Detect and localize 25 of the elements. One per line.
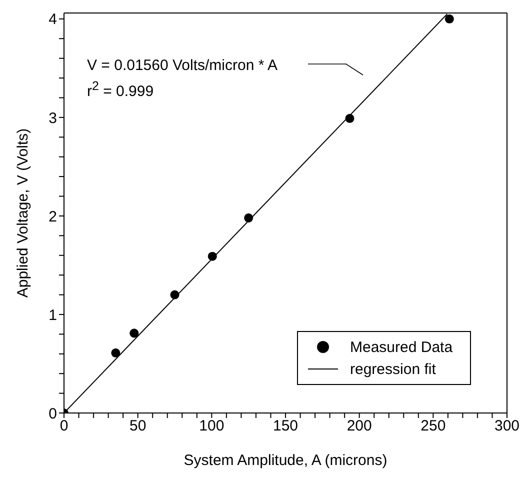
point — [244, 213, 254, 222]
y-tick-label: 4 — [48, 11, 57, 28]
annotation: r$^{2}$ = 0.999 — [87, 78, 155, 102]
x-tick-label: 250 — [420, 418, 446, 435]
y-axis-title: Applied Voltage, V (Volts) — [14, 128, 32, 298]
x-tick-label: 150 — [272, 418, 298, 435]
x-tick-label: 50 — [129, 418, 146, 435]
y-tick-label: 0 — [48, 405, 57, 422]
x-tick-label: 300 — [494, 418, 520, 435]
point — [345, 114, 354, 123]
x-tick-label: 200 — [346, 418, 372, 435]
y-tick-label: 2 — [48, 208, 57, 226]
point — [111, 348, 120, 358]
point — [208, 252, 217, 261]
y-tick-label: 3 — [48, 110, 57, 127]
point — [444, 14, 454, 24]
x-tick-label: 100 — [199, 418, 224, 435]
y-tick-label: 1 — [48, 306, 57, 324]
legend-label: Measured Data — [350, 338, 453, 356]
point — [170, 290, 180, 300]
point — [130, 328, 139, 338]
annotation: V = 0.01560 Volts/micron * A — [87, 56, 278, 76]
x-tick-label: 0 — [60, 418, 68, 435]
x-axis-title: System Amplitude, A (microns) — [184, 452, 388, 469]
legend-label: regression fit — [350, 360, 436, 378]
